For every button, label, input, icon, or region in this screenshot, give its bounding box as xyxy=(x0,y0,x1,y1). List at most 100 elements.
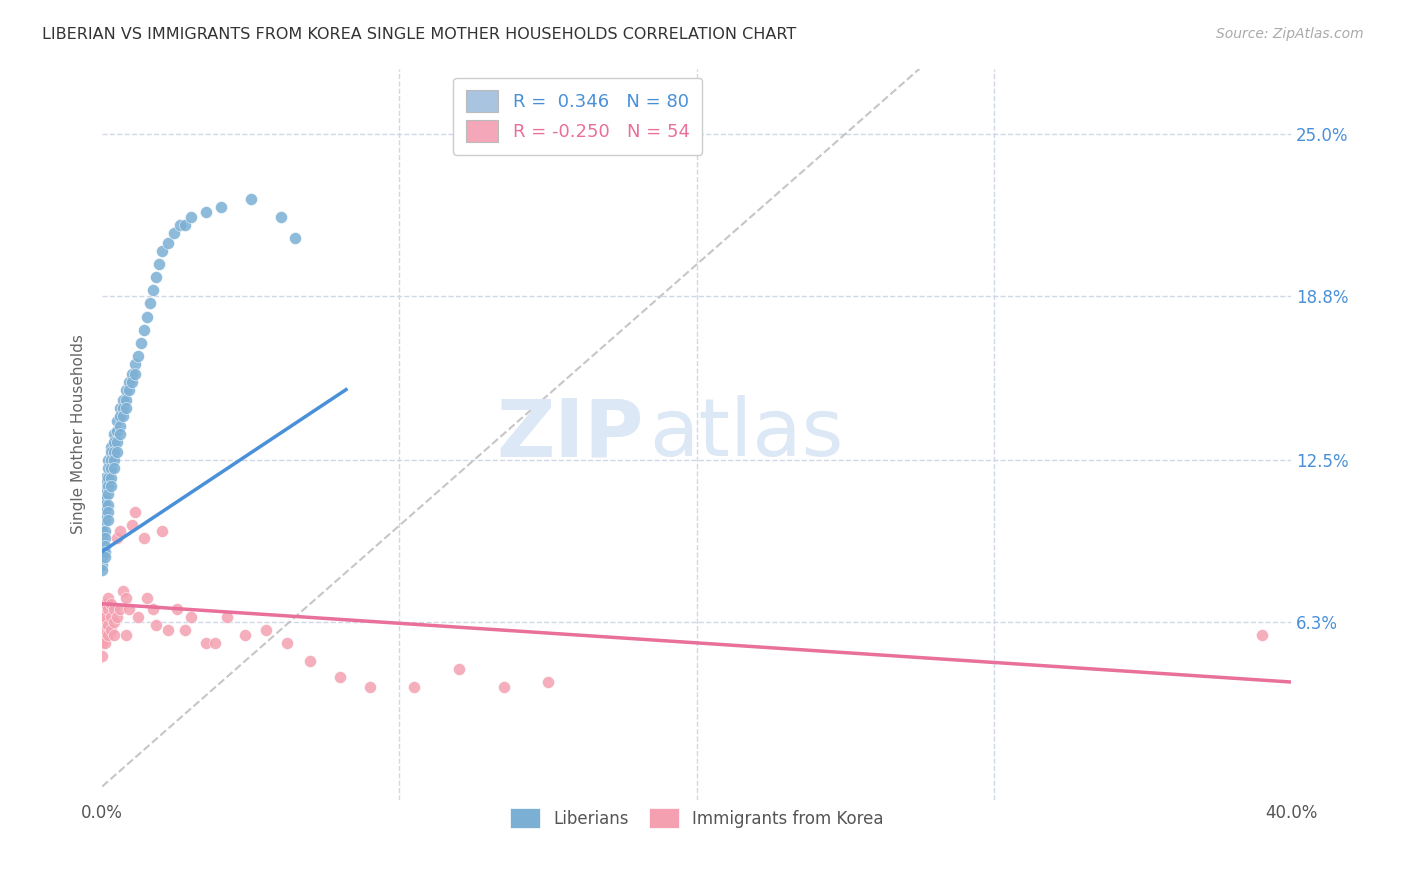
Point xyxy=(329,670,352,684)
Point xyxy=(111,401,134,415)
Point xyxy=(94,549,117,564)
Point xyxy=(94,524,117,538)
Y-axis label: Single Mother Households: Single Mother Households xyxy=(72,334,86,534)
Point xyxy=(166,602,188,616)
Point xyxy=(135,591,157,606)
Point xyxy=(156,236,179,251)
Legend: Liberians, Immigrants from Korea: Liberians, Immigrants from Korea xyxy=(503,801,890,835)
Point xyxy=(94,623,117,637)
Point xyxy=(91,505,114,519)
Point xyxy=(492,680,515,694)
Point xyxy=(174,623,197,637)
Point xyxy=(94,597,117,611)
Point xyxy=(94,544,117,558)
Point xyxy=(100,461,122,475)
Text: LIBERIAN VS IMMIGRANTS FROM KOREA SINGLE MOTHER HOUSEHOLDS CORRELATION CHART: LIBERIAN VS IMMIGRANTS FROM KOREA SINGLE… xyxy=(42,27,796,42)
Point xyxy=(103,453,125,467)
Point xyxy=(121,518,143,533)
Point xyxy=(1250,628,1272,642)
Point xyxy=(124,505,146,519)
Point xyxy=(359,680,381,694)
Point xyxy=(91,628,114,642)
Point xyxy=(174,218,197,232)
Point xyxy=(97,487,120,501)
Point xyxy=(121,375,143,389)
Point xyxy=(115,628,138,642)
Point xyxy=(115,401,138,415)
Point xyxy=(100,453,122,467)
Point xyxy=(105,445,128,459)
Point xyxy=(91,615,114,629)
Point xyxy=(94,628,117,642)
Point xyxy=(94,479,117,493)
Point xyxy=(97,591,120,606)
Point xyxy=(94,539,117,553)
Point xyxy=(94,505,117,519)
Point xyxy=(108,602,131,616)
Point xyxy=(94,609,117,624)
Point xyxy=(91,636,114,650)
Point xyxy=(97,461,120,475)
Point xyxy=(135,310,157,324)
Point xyxy=(150,244,173,259)
Point xyxy=(94,498,117,512)
Point xyxy=(103,427,125,442)
Point xyxy=(100,609,122,624)
Point xyxy=(97,628,120,642)
Point xyxy=(100,623,122,637)
Point xyxy=(111,409,134,423)
Point xyxy=(108,524,131,538)
Point xyxy=(127,609,149,624)
Point xyxy=(100,445,122,459)
Point xyxy=(94,471,117,485)
Text: Source: ZipAtlas.com: Source: ZipAtlas.com xyxy=(1216,27,1364,41)
Point xyxy=(105,609,128,624)
Point xyxy=(150,524,173,538)
Point xyxy=(204,636,226,650)
Point xyxy=(103,461,125,475)
Point xyxy=(91,498,114,512)
Point xyxy=(97,453,120,467)
Point xyxy=(91,532,114,546)
Point xyxy=(91,563,114,577)
Point xyxy=(91,518,114,533)
Point xyxy=(124,367,146,381)
Point xyxy=(129,335,152,350)
Point xyxy=(105,414,128,428)
Point xyxy=(156,623,179,637)
Point xyxy=(100,597,122,611)
Point xyxy=(115,591,138,606)
Point xyxy=(118,383,141,397)
Point xyxy=(100,479,122,493)
Point xyxy=(537,675,560,690)
Point xyxy=(145,270,167,285)
Text: ZIP: ZIP xyxy=(496,395,644,473)
Point xyxy=(162,226,184,240)
Text: atlas: atlas xyxy=(650,395,844,473)
Point xyxy=(100,471,122,485)
Point xyxy=(180,211,202,225)
Point xyxy=(105,434,128,449)
Point xyxy=(254,623,277,637)
Point xyxy=(169,218,191,232)
Point xyxy=(97,479,120,493)
Point xyxy=(94,487,117,501)
Point xyxy=(276,636,298,650)
Point xyxy=(105,425,128,439)
Point xyxy=(404,680,426,694)
Point xyxy=(91,648,114,663)
Point xyxy=(94,532,117,546)
Point xyxy=(108,419,131,434)
Point xyxy=(97,617,120,632)
Point xyxy=(195,205,218,219)
Point xyxy=(118,375,141,389)
Point xyxy=(132,532,155,546)
Point xyxy=(111,393,134,408)
Point xyxy=(142,284,165,298)
Point xyxy=(103,615,125,629)
Point xyxy=(299,654,322,668)
Point xyxy=(108,409,131,423)
Point xyxy=(103,628,125,642)
Point xyxy=(132,322,155,336)
Point xyxy=(97,513,120,527)
